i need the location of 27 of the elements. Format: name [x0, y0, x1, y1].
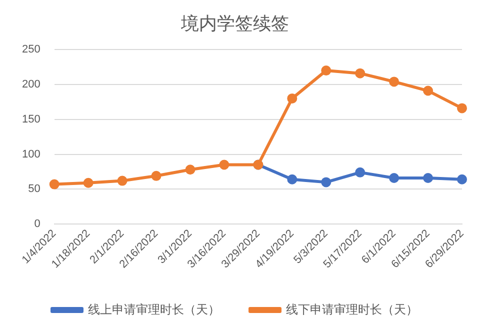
- legend-label: 线下申请审理时长（天）: [286, 302, 418, 316]
- y-tick-label: 200: [22, 78, 40, 91]
- point: [389, 76, 400, 87]
- point: [287, 174, 298, 184]
- point: [219, 160, 230, 170]
- point: [117, 176, 128, 186]
- y-tick-label: 250: [22, 44, 40, 56]
- y-tick-label: 50: [28, 183, 40, 196]
- point: [321, 66, 332, 76]
- point: [457, 174, 467, 184]
- point: [355, 68, 366, 78]
- point: [389, 173, 400, 184]
- point: [49, 179, 60, 190]
- y-tick-label: 0: [34, 218, 40, 230]
- point: [83, 178, 94, 188]
- y-tick-label: 150: [22, 113, 40, 126]
- point: [151, 170, 162, 181]
- point: [287, 93, 298, 104]
- point: [423, 86, 434, 96]
- legend-label: 线上申请审理时长（天）: [88, 302, 220, 316]
- point: [355, 167, 366, 178]
- point: [423, 173, 434, 184]
- point: [457, 103, 467, 114]
- chart-title: 境内学签续签: [180, 13, 289, 34]
- point: [185, 164, 196, 175]
- point: [321, 177, 332, 188]
- y-tick-label: 100: [22, 148, 40, 160]
